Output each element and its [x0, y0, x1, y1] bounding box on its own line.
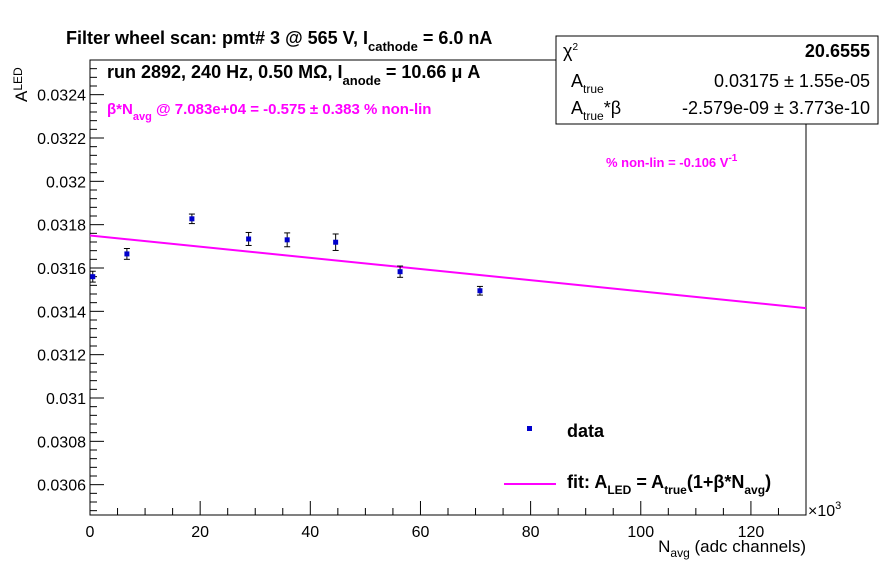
x-multiplier: ×103: [808, 500, 841, 520]
stats-chi2-label: χ2: [563, 41, 578, 61]
data-point: [284, 232, 291, 248]
legend: data fit: ALED = Atrue(1+β*Navg): [504, 421, 771, 497]
x-tick-label: 60: [412, 524, 430, 541]
x-tick-label: 40: [301, 524, 319, 541]
y-tick-label: 0.0312: [37, 348, 86, 365]
stats-atrue-value: 0.03175 ± 1.55e-05: [714, 71, 870, 91]
stats-atb-value: -2.579e-09 ± 3.773e-10: [682, 98, 870, 118]
title-line1: Filter wheel scan: pmt# 3 @ 565 V, Icath…: [66, 28, 492, 54]
data-points: [89, 213, 483, 296]
x-tick-label: 120: [738, 524, 765, 541]
fit-line: [89, 234, 807, 310]
data-marker: [333, 239, 339, 245]
data-marker: [397, 269, 403, 275]
data-point: [245, 231, 252, 246]
legend-data-marker: [527, 426, 532, 431]
legend-fit-label: fit: ALED = Atrue(1+β*Navg): [567, 472, 771, 497]
y-tick-label: 0.0316: [37, 261, 86, 278]
y-tick-label: 0.032: [46, 174, 86, 191]
data-point: [332, 233, 339, 251]
title-sub-cathode: cathode: [368, 39, 418, 54]
y-tick-label: 0.031: [46, 391, 86, 408]
x-axis-label: Navg (adc channels): [658, 537, 806, 560]
legend-data-label: data: [567, 421, 605, 441]
x-tick-label: 100: [627, 524, 654, 541]
x-ticks: 0 20 40 60 80 100 120: [86, 501, 807, 541]
x-tick-label: 80: [522, 524, 540, 541]
data-marker: [189, 216, 195, 222]
data-marker: [477, 288, 483, 294]
y-tick-label: 0.0318: [37, 218, 86, 235]
data-point: [123, 248, 130, 260]
data-point: [476, 285, 483, 296]
y-tick-label: 0.0314: [37, 304, 86, 321]
title-line2: run 2892, 240 Hz, 0.50 MΩ, Ianode = 10.6…: [107, 62, 480, 88]
y-axis-label: ALED: [11, 67, 31, 102]
data-marker: [284, 237, 290, 243]
y-tick-label: 0.0324: [37, 88, 86, 105]
y-tick-label: 0.0322: [37, 131, 86, 148]
frame-area: [89, 59, 807, 516]
data-marker: [246, 236, 252, 242]
y-tick-label: 0.0306: [37, 478, 86, 495]
stats-chi2-value: 20.6555: [805, 41, 870, 61]
data-point: [89, 270, 96, 283]
y-ticks: 0.0306 0.0308 0.031 0.0312 0.0314 0.0316 0.031…: [37, 59, 104, 512]
beta-annotation: β*Navg @ 7.083e+04 = -0.575 ± 0.383 % no…: [107, 101, 431, 123]
data-point: [188, 213, 195, 225]
stats-atrue-label: Atrue: [571, 71, 604, 96]
x-tick-label: 0: [86, 524, 95, 541]
data-point: [397, 265, 404, 278]
stats-box: χ2 20.6555 Atrue 0.03175 ± 1.55e-05 Atru…: [555, 35, 879, 125]
nonlin-annotation: % non-lin = -0.106 V-1: [606, 153, 738, 170]
data-marker: [124, 251, 130, 257]
stats-atb-label: Atrue*β: [571, 98, 621, 123]
y-tick-label: 0.0308: [37, 434, 86, 451]
x-tick-label: 20: [191, 524, 209, 541]
fit-line-group: [89, 234, 807, 310]
data-marker: [90, 274, 96, 280]
